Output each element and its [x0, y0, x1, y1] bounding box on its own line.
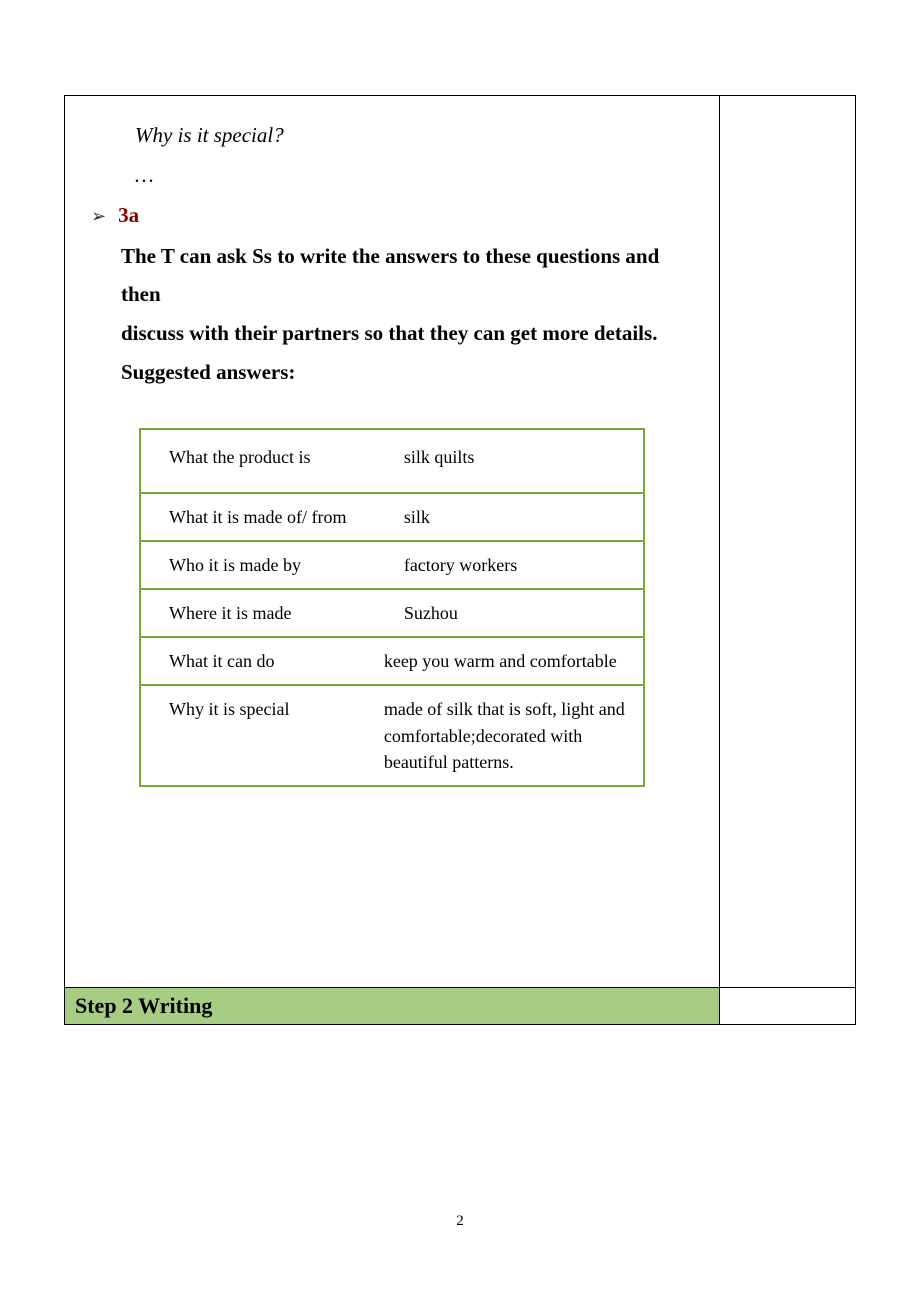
content-frame: Why is it special? … ➢ 3a The T can ask … [64, 95, 856, 988]
item-3a-label: 3a [118, 203, 139, 228]
table-row: Why it is special made of silk that is s… [140, 685, 644, 785]
table-row: What the product is silk quilts [140, 429, 644, 493]
page: Why is it special? … ➢ 3a The T can ask … [0, 0, 920, 1302]
intro-ellipsis: … [135, 156, 699, 196]
answer-cell: factory workers [372, 541, 644, 589]
intro-question: Why is it special? [135, 116, 699, 156]
question-cell: What it is made of/ from [140, 493, 372, 541]
answer-cell: silk quilts [372, 429, 644, 493]
answer-cell: keep you warm and comfortable [372, 637, 644, 685]
main-column: Why is it special? … ➢ 3a The T can ask … [65, 96, 720, 987]
instruction-line-3: Suggested answers: [121, 353, 699, 392]
step-frame: Step 2 Writing [64, 988, 856, 1025]
side-column [720, 96, 855, 987]
answer-cell: made of silk that is soft, light and com… [372, 685, 644, 785]
table-row: What it can do keep you warm and comfort… [140, 637, 644, 685]
step-heading: Step 2 Writing [65, 988, 720, 1024]
answers-table: What the product is silk quilts What it … [139, 428, 645, 787]
page-number: 2 [0, 1213, 920, 1230]
question-cell: Who it is made by [140, 541, 372, 589]
chevron-icon: ➢ [91, 202, 106, 231]
answer-cell: silk [372, 493, 644, 541]
question-cell: Why it is special [140, 685, 372, 785]
question-cell: Where it is made [140, 589, 372, 637]
question-cell: What it can do [140, 637, 372, 685]
main-column-wrapper: Why is it special? … ➢ 3a The T can ask … [65, 96, 720, 987]
table-row: What it is made of/ from silk [140, 493, 644, 541]
answer-cell: Suzhou [372, 589, 644, 637]
question-cell: What the product is [140, 429, 372, 493]
instruction-line-1: The T can ask Ss to write the answers to… [121, 237, 699, 315]
instruction-block: The T can ask Ss to write the answers to… [121, 237, 699, 392]
instruction-line-2: discuss with their partners so that they… [121, 314, 699, 353]
bullet-row: ➢ 3a [91, 202, 699, 231]
table-row: Where it is made Suzhou [140, 589, 644, 637]
step-side-cell [720, 988, 855, 1024]
table-row: Who it is made by factory workers [140, 541, 644, 589]
